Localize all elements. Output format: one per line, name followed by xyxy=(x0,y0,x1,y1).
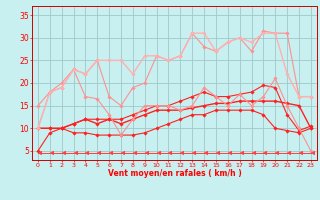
X-axis label: Vent moyen/en rafales ( km/h ): Vent moyen/en rafales ( km/h ) xyxy=(108,169,241,178)
